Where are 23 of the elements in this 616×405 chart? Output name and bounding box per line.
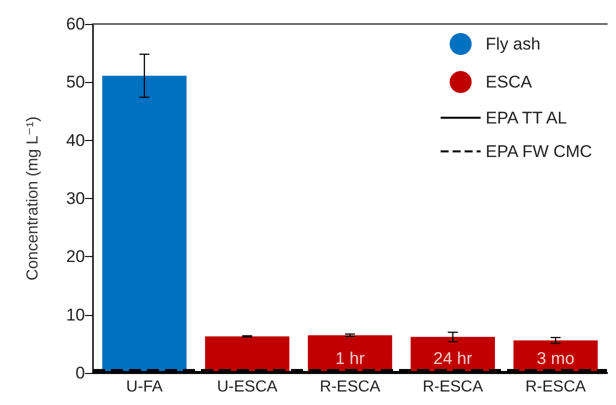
legend-label: Fly ash xyxy=(486,34,540,54)
y-tick-label: 40 xyxy=(66,130,85,150)
legend-label: ESCA xyxy=(486,72,533,92)
y-tick-label: 0 xyxy=(76,364,85,382)
x-tick-label: R-ESCA xyxy=(422,378,484,396)
annotation: 1 hr xyxy=(335,348,365,368)
y-tick-label: 30 xyxy=(66,189,85,208)
x-tick-label: R-ESCA xyxy=(320,378,381,396)
x-tick-label: R-ESCA xyxy=(525,378,586,396)
annotation: 24 hr xyxy=(433,348,473,368)
bar xyxy=(308,335,392,373)
bar xyxy=(102,76,187,373)
y-tick-label: 60 xyxy=(66,14,85,34)
legend-label: EPA TT AL xyxy=(486,108,567,128)
annotation: 3 mo xyxy=(536,348,574,368)
legend-label: EPA FW CMC xyxy=(486,142,592,161)
y-tick-label: 50 xyxy=(66,72,85,92)
bar xyxy=(205,336,290,373)
x-tick-label: U-ESCA xyxy=(216,378,278,396)
x-tick-label: U-FA xyxy=(126,378,163,396)
y-axis-title: Concentration (mg L⁻¹) xyxy=(24,116,42,281)
y-tick-label: 20 xyxy=(66,247,85,266)
y-tick-label: 10 xyxy=(66,305,85,324)
